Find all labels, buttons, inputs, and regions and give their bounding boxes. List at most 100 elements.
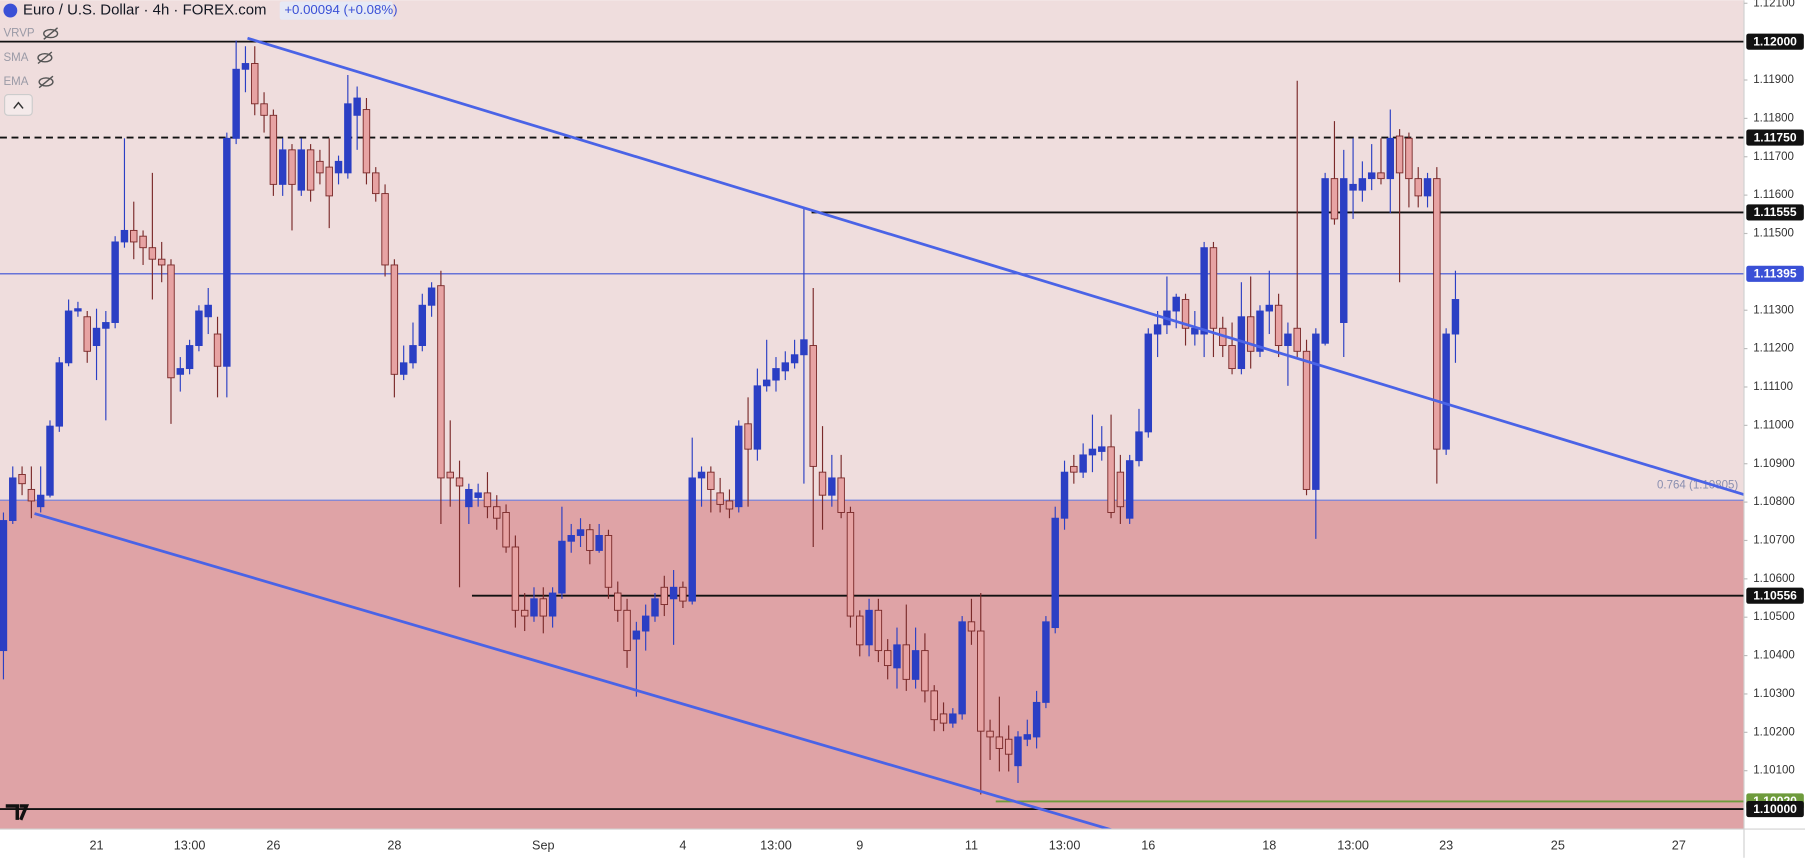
candle-body: [809, 345, 817, 467]
indicator[interactable]: VRVP: [3, 28, 34, 40]
candle-body: [651, 598, 659, 617]
candle-body: [1377, 172, 1385, 180]
candle-body: [1423, 178, 1432, 197]
candle-body: [1228, 345, 1236, 370]
collapse-button[interactable]: [4, 94, 33, 116]
candle-body: [1451, 299, 1460, 335]
y-tick-label: 1.10600: [1753, 573, 1795, 585]
candle-body: [539, 598, 548, 617]
candle-body: [316, 160, 324, 174]
candle-body: [818, 471, 827, 496]
candle-body: [995, 736, 1004, 749]
candle-body: [883, 650, 892, 667]
change-box: [279, 1, 393, 20]
x-tick-label: 18: [1262, 839, 1276, 853]
candle-body: [800, 339, 808, 356]
level-label-box: [1746, 33, 1804, 50]
level-label: 1.10556: [1753, 588, 1797, 602]
candle-body: [455, 477, 464, 487]
candle-body: [1330, 178, 1339, 220]
candle-body: [614, 592, 622, 611]
y-tick-label: 1.10900: [1753, 458, 1795, 470]
candle-body: [623, 609, 631, 652]
y-tick-label: 1.10700: [1753, 535, 1795, 547]
candle-body: [399, 362, 408, 375]
candle-body: [1172, 296, 1180, 312]
x-tick-label: 26: [266, 839, 280, 853]
level-label-box: [1746, 204, 1804, 221]
candle-body: [27, 488, 36, 502]
candle-body: [716, 492, 724, 505]
candle-body: [781, 362, 790, 372]
symbol-icon: [3, 3, 18, 18]
candle-body: [865, 609, 873, 646]
candle-body: [1265, 304, 1274, 312]
candle-body: [1153, 324, 1162, 335]
candle-body: [679, 586, 687, 602]
level-label-box: [1746, 129, 1804, 146]
candle-body: [586, 529, 594, 551]
candles: [0, 40, 1460, 795]
candle-body: [1349, 183, 1357, 191]
x-tick-label: 13:00: [760, 839, 792, 853]
candle-body: [1312, 333, 1320, 490]
eye-icons: [37, 27, 59, 89]
candle-body: [930, 690, 938, 721]
candle-body: [409, 345, 417, 364]
x-tick-label: 25: [1551, 839, 1565, 853]
candle-body: [251, 63, 259, 105]
candle-body: [1321, 178, 1329, 344]
level-label: 1.12000: [1753, 34, 1797, 48]
candle-body: [102, 322, 110, 329]
candle-body: [856, 615, 864, 646]
candle-body: [465, 488, 473, 508]
candle-body: [139, 235, 147, 249]
candle-body: [1340, 178, 1348, 323]
candle-body: [46, 425, 54, 496]
candle-body: [502, 511, 510, 548]
y-tick-label: 1.11000: [1753, 419, 1794, 431]
indicator[interactable]: EMA: [3, 76, 28, 88]
candle-body: [874, 609, 883, 652]
candle-body: [83, 316, 91, 352]
candle-body: [446, 471, 454, 479]
candle-body: [790, 354, 799, 364]
candle-body: [1014, 736, 1022, 767]
candle-body: [36, 494, 45, 508]
candle-body: [483, 492, 492, 508]
candle-body: [1079, 454, 1087, 473]
candle-body: [278, 149, 287, 185]
indicator[interactable]: SMA: [3, 52, 28, 64]
candle-body: [1395, 135, 1404, 174]
levels: [0, 40, 1744, 810]
x-tick-label: 21: [89, 839, 103, 853]
candle-body: [223, 137, 231, 367]
candle-body: [167, 264, 175, 379]
x-tick-label: 11: [965, 839, 978, 853]
candle-body: [195, 310, 203, 347]
candle-body: [1144, 333, 1153, 433]
candle-body: [893, 644, 901, 669]
y-tick-label: 1.11300: [1753, 304, 1794, 316]
trendline: [34, 512, 1114, 830]
candle-body: [1107, 446, 1115, 513]
candle-body: [474, 492, 482, 498]
candle-body: [1414, 178, 1422, 197]
candle-body: [697, 471, 706, 479]
candle-body: [958, 621, 966, 715]
level-label-box: [1746, 587, 1804, 604]
candle-body: [306, 149, 315, 191]
candle-body: [1358, 178, 1367, 191]
x-tick-label: 13:00: [1337, 839, 1369, 853]
candle-body: [632, 630, 641, 640]
candle-body: [688, 477, 696, 602]
candle-body: [1386, 137, 1395, 180]
candle-body: [530, 598, 538, 617]
price-change: +0.00094 (+0.08%): [284, 2, 397, 17]
candle-body: [269, 114, 278, 185]
trendlines: [34, 36, 1744, 830]
candle-body: [967, 621, 976, 632]
candle-body: [185, 345, 194, 370]
